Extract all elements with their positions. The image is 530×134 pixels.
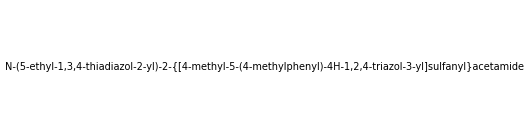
Text: N-(5-ethyl-1,3,4-thiadiazol-2-yl)-2-{[4-methyl-5-(4-methylphenyl)-4H-1,2,4-triaz: N-(5-ethyl-1,3,4-thiadiazol-2-yl)-2-{[4-… [5,62,525,72]
